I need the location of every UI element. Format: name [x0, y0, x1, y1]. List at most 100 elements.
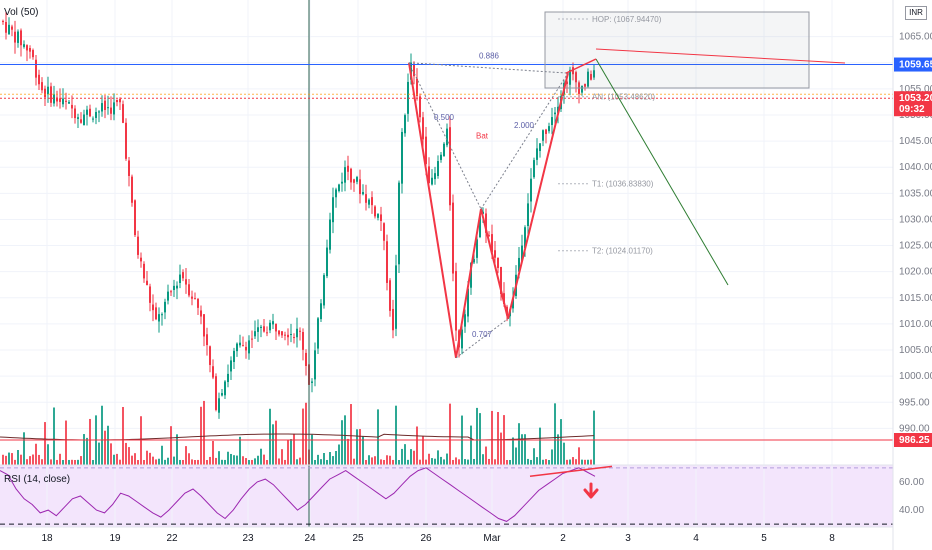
volume-bar — [41, 459, 43, 465]
rsi-line — [0, 467, 596, 522]
candle-body — [149, 286, 151, 303]
candle-body — [461, 329, 463, 349]
t1-label: T1: (1036.83830) — [592, 180, 654, 189]
candle-body — [26, 45, 28, 51]
x-tick-label: 5 — [761, 533, 767, 544]
volume-bar — [539, 427, 541, 465]
volume-bar — [86, 437, 88, 465]
candle-body — [281, 331, 283, 336]
candle-body — [476, 239, 478, 258]
volume-bar — [353, 458, 355, 465]
blue-line-price-badge-bg — [894, 57, 932, 72]
volume-bar — [56, 459, 58, 465]
drawings: 0.886 0.500 0.707 2.000 Bat HOP: (1067.94470)… — [0, 0, 893, 527]
volume-bar — [557, 434, 559, 465]
candle-body — [356, 177, 358, 182]
candle-body — [173, 285, 175, 291]
current-price-badge-text: 09:32 — [899, 104, 925, 115]
volume-bar — [80, 456, 82, 465]
y-tick-label: 990.00 — [899, 423, 930, 434]
candle-body — [467, 288, 469, 317]
volume-bar — [5, 455, 7, 465]
candle-body — [77, 117, 79, 119]
candle-body — [524, 227, 526, 249]
candle-body — [539, 143, 541, 151]
candle-body — [365, 194, 367, 203]
volume-bar — [587, 459, 589, 465]
volume-bar — [371, 457, 373, 465]
volume-bar — [332, 456, 334, 465]
currency-tag[interactable]: INR — [905, 6, 927, 20]
candle-body — [593, 70, 595, 78]
volume-bar — [233, 455, 235, 465]
ratio-label: 0.500 — [434, 113, 455, 122]
candle-body — [257, 327, 259, 332]
volume-bar — [455, 457, 457, 465]
candle-body — [197, 298, 199, 308]
candle-body — [182, 272, 184, 279]
x-tick-label: 26 — [420, 533, 432, 544]
volume-bar — [386, 455, 388, 465]
candle-body — [395, 265, 397, 329]
candle-body — [323, 275, 325, 306]
volume-bar — [272, 424, 274, 465]
candle-body — [572, 67, 574, 75]
candle-body — [110, 107, 112, 114]
candle-body — [338, 184, 340, 192]
volume-bar — [287, 439, 289, 465]
volume-bar — [479, 413, 481, 465]
volume-bar — [176, 434, 178, 465]
volume-bar — [356, 429, 358, 465]
candle-body — [272, 321, 274, 325]
candle-body — [392, 308, 394, 331]
candle-body — [203, 314, 205, 337]
candle-body — [470, 263, 472, 288]
y-tick-label: 1030.00 — [899, 214, 932, 225]
volume-bar — [458, 459, 460, 465]
candle-body — [443, 143, 445, 157]
candle-body — [530, 178, 532, 202]
volume-bar — [437, 450, 439, 465]
volume-bar — [269, 408, 271, 465]
candle-body — [227, 373, 229, 383]
candle-body — [269, 322, 271, 331]
volume-bar — [314, 459, 316, 465]
x-tick-label: 2 — [560, 533, 566, 544]
candle-body — [254, 331, 256, 337]
volume-bar — [242, 456, 244, 465]
volume-bar — [536, 457, 538, 465]
volume-bar — [431, 458, 433, 465]
volume-bar — [239, 436, 241, 465]
volume-bar — [251, 459, 253, 465]
candle-body — [446, 128, 448, 146]
candle-body — [209, 346, 211, 365]
candle-body — [29, 48, 31, 52]
candle-body — [488, 235, 490, 237]
volume-bar — [488, 458, 490, 465]
volume-bar — [218, 451, 220, 465]
candle-body — [179, 274, 181, 284]
candle-body — [500, 266, 502, 295]
candle-body — [449, 127, 451, 206]
candle-body — [359, 179, 361, 195]
volume-bar — [350, 404, 352, 465]
volume-bar — [407, 459, 409, 465]
candle-body — [113, 102, 115, 115]
candle-body — [302, 332, 304, 350]
volume-bar — [290, 439, 292, 465]
candle-body — [518, 257, 520, 272]
candle-body — [383, 223, 385, 241]
candle-body — [86, 109, 88, 115]
candle-body — [206, 334, 208, 346]
candle-body — [143, 263, 145, 279]
candle-body — [317, 318, 319, 349]
candle-body — [290, 333, 292, 335]
volume-bar — [341, 420, 343, 465]
volume-value-badge-text: 986.25 — [899, 435, 930, 446]
volume-bar — [230, 453, 232, 465]
volume-bar — [302, 408, 304, 465]
volume-bar — [35, 443, 37, 465]
volume-bar — [266, 460, 268, 465]
candle-body — [266, 332, 268, 334]
